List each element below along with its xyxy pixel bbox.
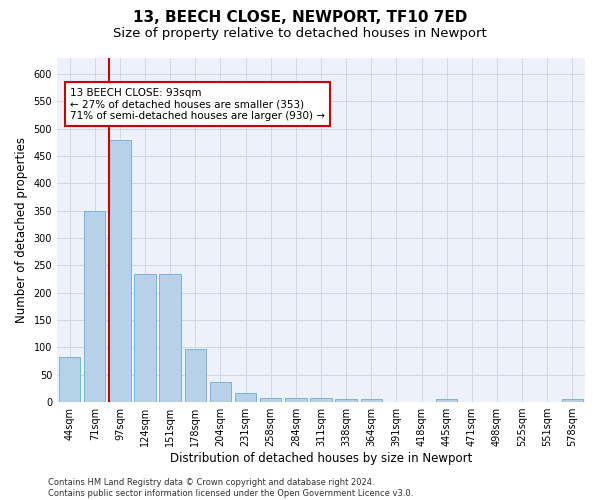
Bar [84,210,106,402]
Text: 13, BEECH CLOSE, NEWPORT, TF10 7ED: 13, BEECH CLOSE, NEWPORT, TF10 7ED [133,10,467,25]
Text: Contains HM Land Registry data © Crown copyright and database right 2024.
Contai: Contains HM Land Registry data © Crown c… [48,478,413,498]
Bar [335,400,357,402]
Bar [361,400,382,402]
Bar [436,399,457,402]
Bar [285,398,307,402]
Bar [109,140,131,402]
Text: 13 BEECH CLOSE: 93sqm
← 27% of detached houses are smaller (353)
71% of semi-det: 13 BEECH CLOSE: 93sqm ← 27% of detached … [70,88,325,121]
X-axis label: Distribution of detached houses by size in Newport: Distribution of detached houses by size … [170,452,472,465]
Bar [260,398,281,402]
Bar [235,393,256,402]
Text: Size of property relative to detached houses in Newport: Size of property relative to detached ho… [113,28,487,40]
Bar [562,400,583,402]
Bar [310,398,332,402]
Bar [210,382,231,402]
Bar [59,357,80,402]
Bar [160,274,181,402]
Bar [185,349,206,402]
Y-axis label: Number of detached properties: Number of detached properties [15,137,28,323]
Bar [134,274,156,402]
